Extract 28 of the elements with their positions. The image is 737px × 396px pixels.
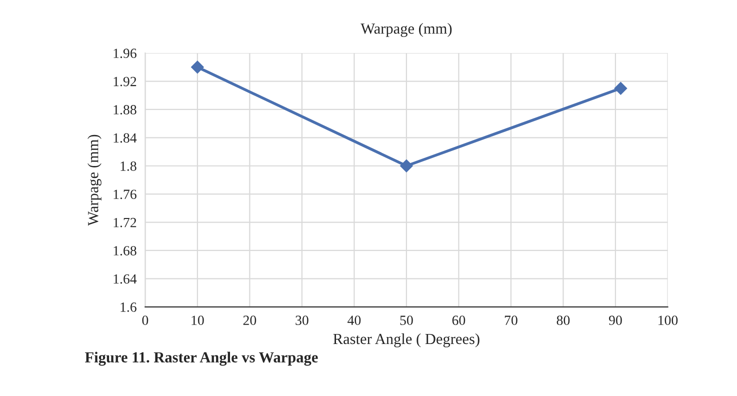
x-tick-label: 50 — [400, 316, 413, 326]
y-tick-label: 1.68 — [114, 246, 136, 256]
caption: Figure 11. Raster Angle vs Warpage — [85, 352, 318, 366]
x-tick-label: 100 — [658, 316, 678, 326]
y-tick-label: 1.84 — [114, 133, 137, 143]
y-tick-label: 1.8 — [120, 161, 136, 171]
x-tick-label: 0 — [142, 316, 148, 326]
y-tick-label: 1.6 — [120, 302, 136, 312]
x-axis-title: Raster Angle ( Degrees) — [333, 333, 480, 348]
y-tick-label: 1.88 — [114, 105, 136, 114]
x-tick-label: 80 — [556, 316, 570, 326]
y-tick-label: 1.64 — [114, 274, 137, 284]
x-tick-label: 20 — [243, 316, 256, 326]
y-tick-label: 1.76 — [114, 190, 136, 200]
x-tick-label: 90 — [608, 316, 622, 326]
x-tick-label: 60 — [452, 316, 466, 326]
x-tick-label: 10 — [192, 316, 204, 326]
y-tick-label: 1.96 — [114, 48, 136, 58]
point — [614, 82, 628, 95]
point — [400, 159, 413, 172]
y-axis-title: Warpage (mm) — [88, 134, 102, 226]
y-tick-label: 1.72 — [114, 218, 136, 228]
x-tick-label: 30 — [296, 316, 308, 326]
x-tick-label: 40 — [348, 316, 361, 326]
y-tick-label: 1.92 — [114, 76, 136, 86]
x-tick-label: 70 — [504, 316, 518, 326]
chart-title: Warpage (mm) — [360, 23, 452, 37]
point — [191, 60, 204, 74]
